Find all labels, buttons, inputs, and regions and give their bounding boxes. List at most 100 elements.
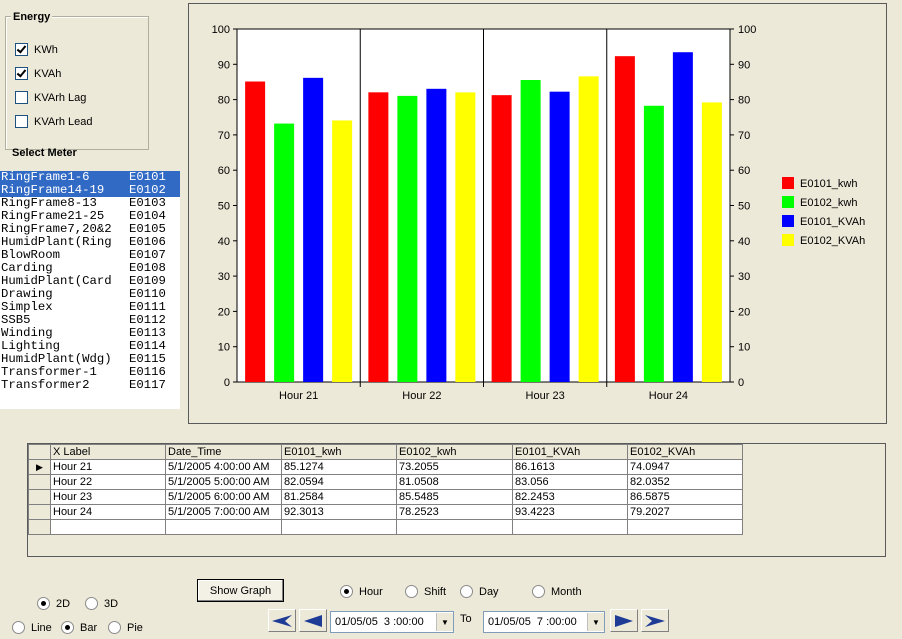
radio-circle[interactable]: [460, 585, 473, 598]
table-cell[interactable]: [165, 519, 282, 535]
radio-circle[interactable]: [85, 597, 98, 610]
radio-hour[interactable]: Hour: [340, 585, 383, 598]
table-cell[interactable]: 5/1/2005 6:00:00 AM: [165, 489, 282, 505]
table-cell[interactable]: [512, 519, 628, 535]
table-cell[interactable]: [396, 519, 513, 535]
list-item[interactable]: RingFrame1-6 E0101: [0, 171, 180, 184]
checkbox-box[interactable]: [15, 43, 28, 56]
row-indicator[interactable]: [28, 504, 51, 520]
radio-bar[interactable]: Bar: [61, 621, 97, 634]
checkbox-box[interactable]: [15, 115, 28, 128]
table-cell[interactable]: Hour 23: [50, 489, 166, 505]
last-page-button[interactable]: [641, 609, 669, 632]
radio-circle[interactable]: [532, 585, 545, 598]
column-header[interactable]: E0101_KVAh: [512, 444, 628, 460]
radio-month[interactable]: Month: [532, 585, 582, 598]
column-header[interactable]: E0101_kwh: [281, 444, 397, 460]
list-item[interactable]: BlowRoom E0107: [0, 249, 180, 262]
table-row-empty[interactable]: [28, 519, 743, 535]
list-item[interactable]: HumidPlant(Card E0109: [0, 275, 180, 288]
table-cell[interactable]: Hour 21: [50, 459, 166, 475]
column-header[interactable]: Date_Time: [165, 444, 282, 460]
column-header[interactable]: E0102_kwh: [396, 444, 513, 460]
radio-shift[interactable]: Shift: [405, 585, 446, 598]
table-cell[interactable]: Hour 22: [50, 474, 166, 490]
table-cell[interactable]: [50, 519, 166, 535]
table-row[interactable]: Hour 24 5/1/2005 7:00:00 AM 92.3013 78.2523…: [28, 504, 743, 520]
radio-3d[interactable]: 3D: [85, 597, 118, 610]
table-cell[interactable]: 82.0352: [627, 474, 743, 490]
kvah-checkbox[interactable]: KVAh: [15, 67, 61, 80]
list-item[interactable]: Lighting E0114: [0, 340, 180, 353]
table-cell[interactable]: 79.2027: [627, 504, 743, 520]
table-cell[interactable]: 74.0947: [627, 459, 743, 475]
list-item[interactable]: HumidPlant(Ring E0106: [0, 236, 180, 249]
list-item[interactable]: Carding E0108: [0, 262, 180, 275]
row-indicator[interactable]: [28, 489, 51, 505]
list-item[interactable]: Transformer-1 E0116: [0, 366, 180, 379]
table-cell[interactable]: [627, 519, 743, 535]
radio-circle[interactable]: [61, 621, 74, 634]
table-cell[interactable]: 85.5485: [396, 489, 513, 505]
list-item[interactable]: RingFrame14-19 E0102: [0, 184, 180, 197]
table-cell[interactable]: 81.0508: [396, 474, 513, 490]
table-cell[interactable]: 86.1613: [512, 459, 628, 475]
table-cell[interactable]: 81.2584: [281, 489, 397, 505]
meter-listbox[interactable]: RingFrame1-6 E0101 RingFrame14-19 E0102 Ring…: [0, 171, 180, 409]
list-item[interactable]: Drawing E0110: [0, 288, 180, 301]
kwh-checkbox[interactable]: KWh: [15, 43, 58, 56]
row-indicator[interactable]: ▶: [28, 459, 51, 475]
table-cell[interactable]: 73.2055: [396, 459, 513, 475]
from-date-combo[interactable]: 01/05/05 3 :00:00 ▼: [330, 611, 454, 633]
radio-2d[interactable]: 2D: [37, 597, 70, 610]
row-indicator[interactable]: [28, 519, 51, 535]
show-graph-button[interactable]: Show Graph: [197, 579, 284, 602]
list-item[interactable]: RingFrame8-13 E0103: [0, 197, 180, 210]
chevron-down-icon[interactable]: ▼: [587, 613, 604, 631]
checkbox-box[interactable]: [15, 91, 28, 104]
table-cell[interactable]: 5/1/2005 4:00:00 AM: [165, 459, 282, 475]
table-cell[interactable]: 93.4223: [512, 504, 628, 520]
chevron-down-icon[interactable]: ▼: [436, 613, 453, 631]
table-cell[interactable]: 82.0594: [281, 474, 397, 490]
kvarh-lag-checkbox[interactable]: KVArh Lag: [15, 91, 86, 104]
table-cell[interactable]: 86.5875: [627, 489, 743, 505]
table-cell[interactable]: 82.2453: [512, 489, 628, 505]
first-page-button[interactable]: [268, 609, 296, 632]
checkbox-box[interactable]: [15, 67, 28, 80]
list-item[interactable]: RingFrame21-25 E0104: [0, 210, 180, 223]
table-cell[interactable]: 78.2523: [396, 504, 513, 520]
radio-day[interactable]: Day: [460, 585, 499, 598]
table-cell[interactable]: 5/1/2005 5:00:00 AM: [165, 474, 282, 490]
list-item[interactable]: Transformer2 E0117: [0, 379, 180, 392]
list-item[interactable]: HumidPlant(Wdg) E0115: [0, 353, 180, 366]
to-date-combo[interactable]: 01/05/05 7 :00:00 ▼: [483, 611, 605, 633]
radio-circle[interactable]: [12, 621, 25, 634]
row-indicator[interactable]: [28, 474, 51, 490]
column-header[interactable]: X Label: [50, 444, 166, 460]
table-row[interactable]: Hour 23 5/1/2005 6:00:00 AM 81.2584 85.5485…: [28, 489, 743, 505]
table-cell[interactable]: Hour 24: [50, 504, 166, 520]
radio-circle[interactable]: [405, 585, 418, 598]
radio-circle[interactable]: [108, 621, 121, 634]
radio-circle[interactable]: [340, 585, 353, 598]
list-item[interactable]: RingFrame7,20&2 E0105: [0, 223, 180, 236]
radio-pie[interactable]: Pie: [108, 621, 143, 634]
list-item[interactable]: SSB5 E0112: [0, 314, 180, 327]
radio-line[interactable]: Line: [12, 621, 52, 634]
data-grid[interactable]: X Label Date_Time E0101_kwh E0102_kwh E0…: [28, 444, 743, 535]
radio-circle[interactable]: [37, 597, 50, 610]
list-item[interactable]: Winding E0113: [0, 327, 180, 340]
kvarh-lead-checkbox[interactable]: KVArh Lead: [15, 115, 93, 128]
next-button[interactable]: [610, 609, 638, 632]
table-row[interactable]: Hour 22 5/1/2005 5:00:00 AM 82.0594 81.0508…: [28, 474, 743, 490]
table-cell[interactable]: 5/1/2005 7:00:00 AM: [165, 504, 282, 520]
table-cell[interactable]: [281, 519, 397, 535]
table-row[interactable]: ▶ Hour 21 5/1/2005 4:00:00 AM 85.1274 73.205…: [28, 459, 743, 475]
table-cell[interactable]: 83.056: [512, 474, 628, 490]
table-cell[interactable]: 85.1274: [281, 459, 397, 475]
previous-button[interactable]: [299, 609, 327, 632]
column-header[interactable]: E0102_KVAh: [627, 444, 743, 460]
list-item[interactable]: Simplex E0111: [0, 301, 180, 314]
table-cell[interactable]: 92.3013: [281, 504, 397, 520]
